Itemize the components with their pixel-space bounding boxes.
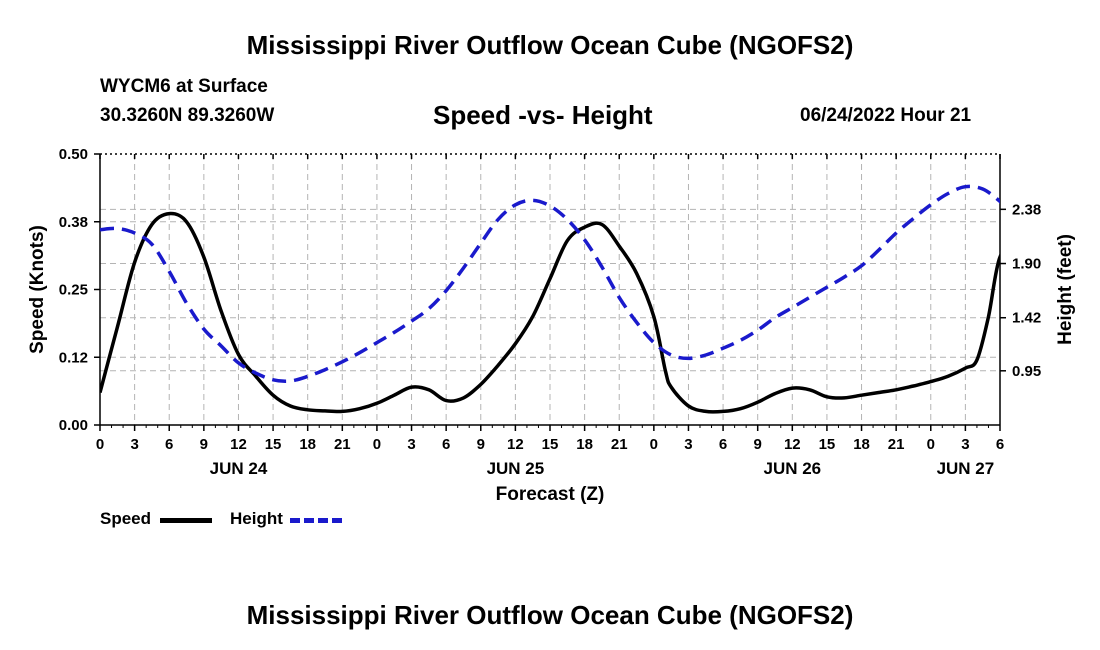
height-series-line — [100, 184, 1000, 383]
x-day-label: JUN 27 — [937, 459, 995, 478]
y-left-tick-label: 0.25 — [59, 282, 88, 299]
speed-series-line — [100, 211, 1000, 414]
x-tick-label: 18 — [576, 436, 593, 453]
chart-subtitle: Speed -vs- Height — [433, 100, 653, 130]
x-tick-label: 3 — [407, 436, 415, 453]
y-right-tick-label: 1.42 — [1012, 310, 1041, 327]
y-right-axis-title: Height (feet) — [1055, 234, 1076, 345]
x-day-label: JUN 25 — [487, 459, 545, 478]
x-tick-label: 9 — [754, 436, 762, 453]
x-tick-label: 3 — [130, 436, 138, 453]
footer-title: Mississippi River Outflow Ocean Cube (NG… — [246, 600, 854, 630]
forecast-datetime: 06/24/2022 Hour 21 — [800, 105, 972, 126]
chart-main-title: Mississippi River Outflow Ocean Cube (NG… — [246, 30, 854, 60]
y-left-axis-title: Speed (Knots) — [27, 225, 48, 354]
x-tick-label: 15 — [819, 436, 836, 453]
x-tick-label: 0 — [650, 436, 658, 453]
x-tick-label: 3 — [684, 436, 692, 453]
x-tick-label: 9 — [200, 436, 208, 453]
y-right-tick-label: 0.95 — [1012, 363, 1041, 380]
x-tick-label: 3 — [961, 436, 969, 453]
x-day-label: JUN 24 — [210, 459, 268, 478]
x-day-label: JUN 26 — [763, 459, 821, 478]
y-left-tick-label: 0.00 — [59, 417, 88, 434]
x-tick-label: 6 — [996, 436, 1004, 453]
x-tick-label: 6 — [719, 436, 727, 453]
y-right-tick-label: 1.90 — [1012, 256, 1041, 273]
y-left-tick-label: 0.12 — [59, 349, 88, 366]
x-tick-label: 0 — [927, 436, 935, 453]
x-axis-title: Forecast (Z) — [496, 484, 605, 505]
y-right-tick-label: 2.38 — [1012, 201, 1041, 218]
coordinates-label: 30.3260N 89.3260W — [100, 105, 275, 126]
x-tick-label: 12 — [230, 436, 247, 453]
y-left-tick-label: 0.38 — [59, 214, 88, 231]
legend-height-label: Height — [230, 509, 283, 528]
x-tick-label: 12 — [507, 436, 524, 453]
x-tick-label: 12 — [784, 436, 801, 453]
x-tick-label: 21 — [888, 436, 905, 453]
x-tick-label: 0 — [373, 436, 381, 453]
x-tick-label: 21 — [334, 436, 351, 453]
x-tick-label: 15 — [265, 436, 282, 453]
x-tick-label: 0 — [96, 436, 104, 453]
legend-height-swatch — [290, 518, 342, 523]
x-tick-label: 18 — [299, 436, 316, 453]
station-label: WYCM6 at Surface — [100, 76, 268, 97]
legend-speed-label: Speed — [100, 509, 152, 528]
x-tick-label: 15 — [542, 436, 559, 453]
x-tick-label: 6 — [165, 436, 173, 453]
x-tick-label: 21 — [611, 436, 628, 453]
x-tick-label: 6 — [442, 436, 450, 453]
x-tick-label: 18 — [853, 436, 870, 453]
y-left-tick-label: 0.50 — [59, 146, 88, 163]
legend-speed-swatch — [160, 518, 212, 523]
x-tick-label: 9 — [477, 436, 485, 453]
